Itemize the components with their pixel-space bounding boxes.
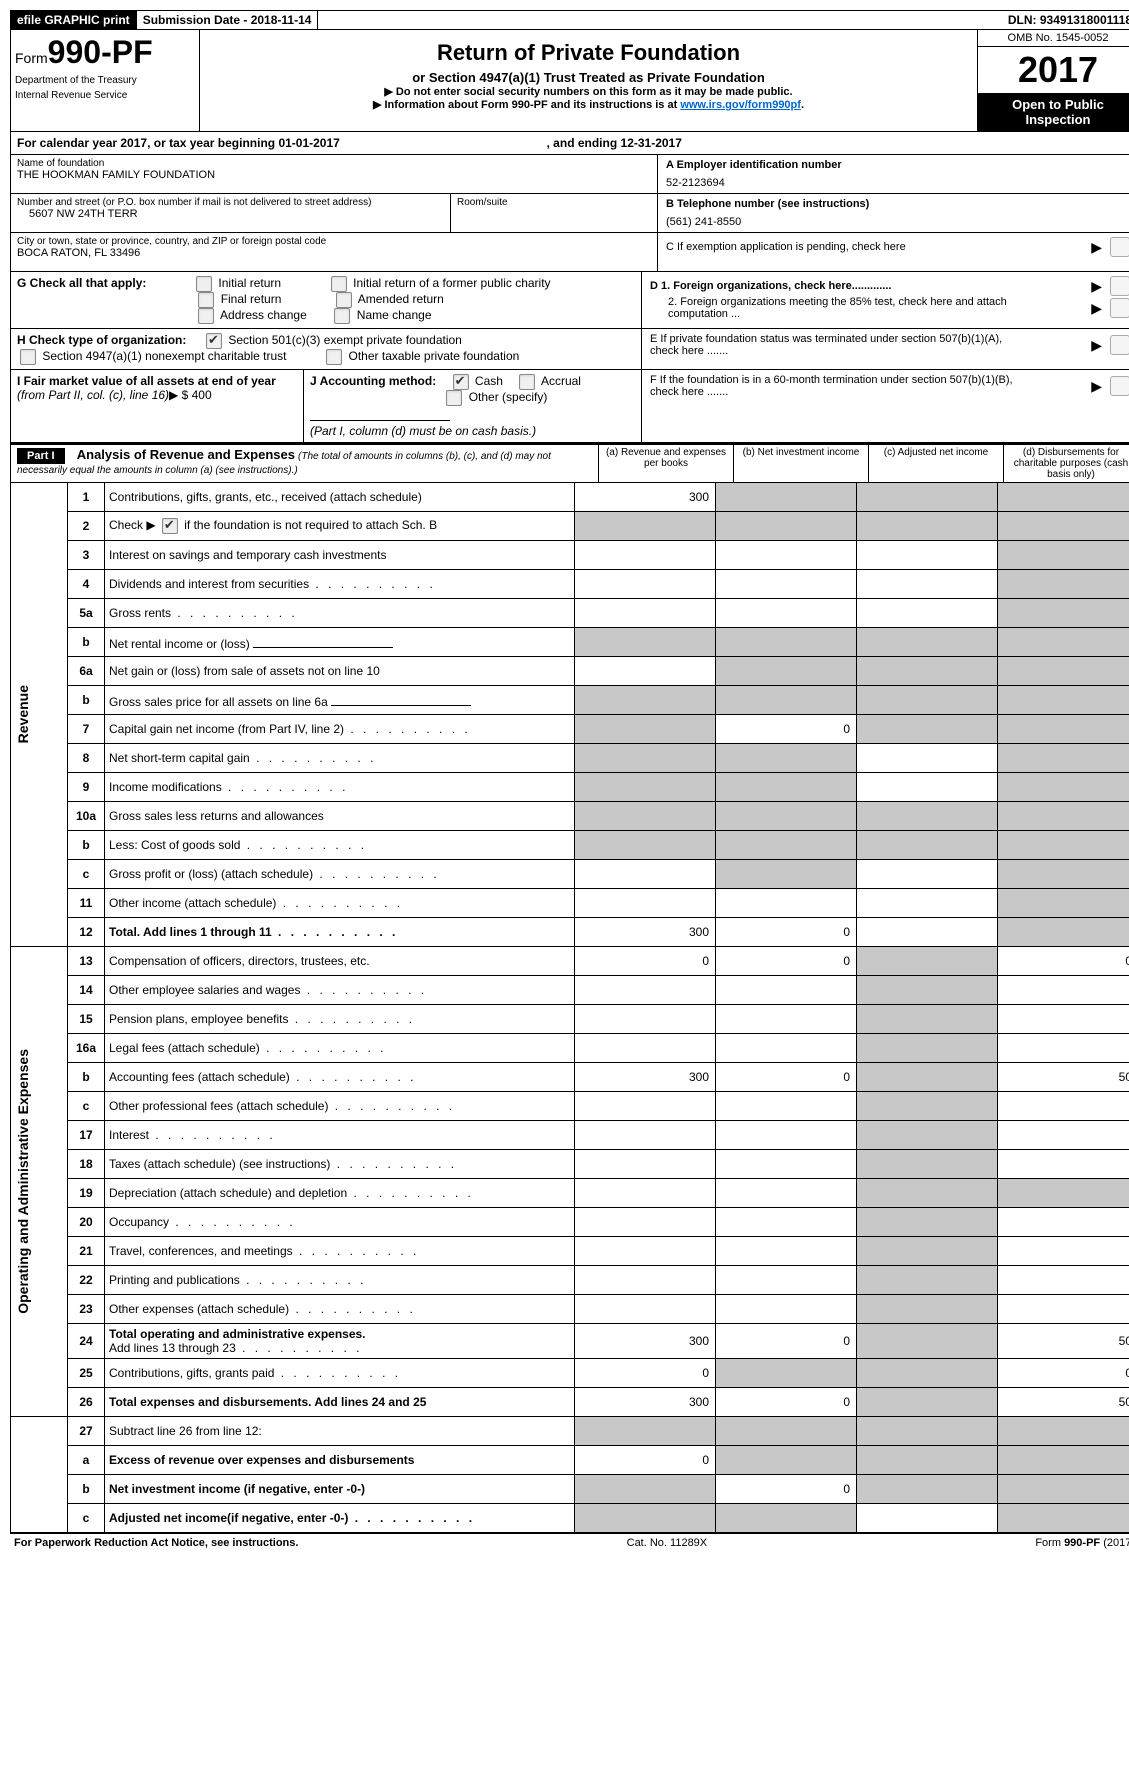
checkbox-e[interactable] xyxy=(1110,335,1129,355)
col-b-header: (b) Net investment income xyxy=(733,445,868,482)
footer-right: Form 990-PF (2017) xyxy=(1035,1537,1129,1549)
calendar-year-row: For calendar year 2017, or tax year begi… xyxy=(10,132,1129,155)
dept1: Department of the Treasury xyxy=(15,75,195,86)
dln: DLN: 93491318001118 xyxy=(1002,11,1129,29)
form-prefix: Form xyxy=(15,50,48,66)
page-footer: For Paperwork Reduction Act Notice, see … xyxy=(10,1533,1129,1552)
top-bar: efile GRAPHIC print Submission Date - 20… xyxy=(10,10,1129,30)
cb-name-change[interactable] xyxy=(334,308,350,324)
section-h: H Check type of organization: Section 50… xyxy=(11,329,641,369)
form-number: 990-PF xyxy=(48,34,153,70)
cb-4947[interactable] xyxy=(20,349,36,365)
cb-initial-former[interactable] xyxy=(331,276,347,292)
street-address: 5607 NW 24TH TERR xyxy=(17,208,450,220)
section-g: G Check all that apply: Initial return I… xyxy=(11,272,641,328)
city-state-zip: BOCA RATON, FL 33496 xyxy=(17,247,651,259)
header-left: Form990-PF Department of the Treasury In… xyxy=(11,30,200,131)
box-e: E If private foundation status was termi… xyxy=(650,333,1030,357)
dept2: Internal Revenue Service xyxy=(15,90,195,101)
cb-other-taxable[interactable] xyxy=(326,349,342,365)
footer-left: For Paperwork Reduction Act Notice, see … xyxy=(14,1537,298,1549)
open-public: Open to Public Inspection xyxy=(978,93,1129,131)
note1: ▶ Do not enter social security numbers o… xyxy=(206,85,971,98)
section-i: I Fair market value of all assets at end… xyxy=(11,370,304,442)
part1-title: Analysis of Revenue and Expenses xyxy=(77,447,295,462)
cb-501c3[interactable] xyxy=(206,333,222,349)
efile-label: efile GRAPHIC print xyxy=(11,11,137,29)
submission-date: Submission Date - 2018-11-14 xyxy=(137,11,319,29)
box-d2: 2. Foreign organizations meeting the 85%… xyxy=(668,296,1008,320)
box-f: F If the foundation is in a 60-month ter… xyxy=(650,374,1030,398)
section-j: J Accounting method: Cash Accrual Other … xyxy=(304,370,641,442)
form-title: Return of Private Foundation xyxy=(206,40,971,66)
part1-table: Revenue 1Contributions, gifts, grants, e… xyxy=(10,483,1129,1533)
checkbox-d2[interactable] xyxy=(1110,298,1129,318)
revenue-label: Revenue xyxy=(15,685,31,743)
omb: OMB No. 1545-0052 xyxy=(978,30,1129,47)
expenses-label: Operating and Administrative Expenses xyxy=(15,1049,31,1314)
city-label: City or town, state or province, country… xyxy=(17,236,651,247)
footer-mid: Cat. No. 11289X xyxy=(627,1537,708,1549)
part1-header: Part I Analysis of Revenue and Expenses … xyxy=(10,443,1129,483)
checkbox-f[interactable] xyxy=(1110,376,1129,396)
cb-address-change[interactable] xyxy=(198,308,214,324)
header-right: OMB No. 1545-0052 2017 Open to Public In… xyxy=(977,30,1129,131)
phone-value: (561) 241-8550 xyxy=(666,216,1129,228)
ein-value: 52-2123694 xyxy=(666,177,1129,189)
ein-label: A Employer identification number xyxy=(666,159,1129,171)
cb-amended[interactable] xyxy=(336,292,352,308)
cb-other-method[interactable] xyxy=(446,390,462,406)
cb-cash[interactable] xyxy=(453,374,469,390)
col-a-header: (a) Revenue and expenses per books xyxy=(598,445,733,482)
col-c-header: (c) Adjusted net income xyxy=(868,445,1003,482)
box-d1: D 1. Foreign organizations, check here..… xyxy=(650,280,891,292)
tax-year: 2017 xyxy=(978,47,1129,93)
box-c: C If exemption application is pending, c… xyxy=(666,241,906,253)
entity-info: Name of foundation THE HOOKMAN FAMILY FO… xyxy=(10,155,1129,272)
phone-label: B Telephone number (see instructions) xyxy=(666,198,1129,210)
form-subtitle: or Section 4947(a)(1) Trust Treated as P… xyxy=(206,70,971,85)
form-header: Form990-PF Department of the Treasury In… xyxy=(10,30,1129,132)
name-label: Name of foundation xyxy=(17,158,651,169)
cb-accrual[interactable] xyxy=(519,374,535,390)
cb-schb[interactable] xyxy=(162,518,178,534)
foundation-name: THE HOOKMAN FAMILY FOUNDATION xyxy=(17,169,651,181)
part1-tag: Part I xyxy=(17,448,65,464)
cb-final-return[interactable] xyxy=(198,292,214,308)
header-center: Return of Private Foundation or Section … xyxy=(200,30,977,131)
addr-label: Number and street (or P.O. box number if… xyxy=(17,197,450,208)
cb-initial-return[interactable] xyxy=(196,276,212,292)
col-d-header: (d) Disbursements for charitable purpose… xyxy=(1003,445,1129,482)
note2-prefix: ▶ Information about Form 990-PF and its … xyxy=(373,99,680,111)
instructions-link[interactable]: www.irs.gov/form990pf xyxy=(680,99,801,111)
room-label: Room/suite xyxy=(457,197,657,208)
checkbox-c[interactable] xyxy=(1110,237,1129,257)
checkbox-d1[interactable] xyxy=(1110,276,1129,296)
